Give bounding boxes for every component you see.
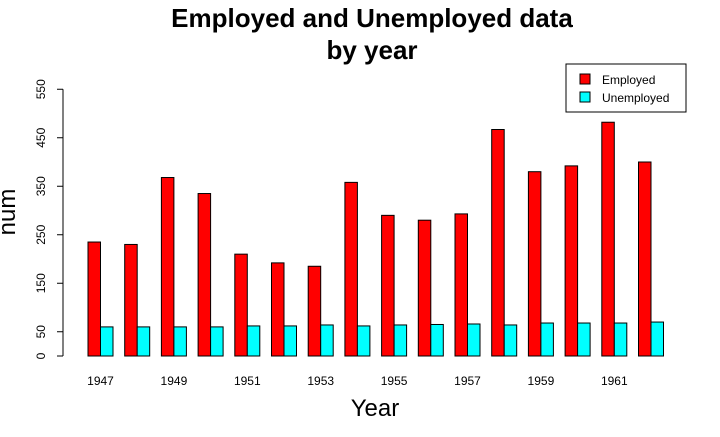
chart-title-line-1: Employed and Unemployed data (171, 3, 573, 33)
bar-employed-1948 (124, 243, 138, 357)
bars-group (87, 121, 664, 357)
bar-employed-1958 (491, 129, 505, 357)
y-tick-label-250: 250 (34, 224, 48, 244)
bar-unemployed-1956 (430, 323, 444, 357)
bar-unemployed-1948 (136, 326, 151, 357)
x-axis-label: Year (351, 395, 400, 422)
bar-unemployed-1952 (283, 325, 297, 357)
bar-employed-1947 (87, 241, 101, 357)
y-tick-label-0: 0 (34, 352, 48, 359)
bar-employed-1955 (381, 214, 395, 357)
x-tick-label-1947: 1947 (87, 374, 114, 388)
bar-unemployed-1960 (577, 322, 591, 357)
bar-unemployed-1950 (210, 326, 224, 357)
legend-swatch-unemployed (579, 91, 591, 103)
bar-employed-1954 (344, 181, 358, 357)
x-tick-label-1959: 1959 (528, 374, 555, 388)
legend: Employed Unemployed (565, 63, 687, 113)
x-axis-tick-labels: 1947 1949 1951 1953 1955 1957 1959 1961 (87, 374, 628, 388)
bar-unemployed-1954 (356, 325, 371, 357)
bar-employed-1962 (638, 161, 652, 357)
legend-label-employed: Employed (602, 73, 655, 87)
bar-unemployed-1955 (393, 324, 408, 357)
x-tick-label-1961: 1961 (601, 374, 628, 388)
y-tick-label-550: 550 (34, 79, 48, 99)
y-tick-label-150: 150 (34, 273, 48, 293)
bar-employed-1952 (271, 262, 285, 357)
bar-employed-1960 (564, 165, 579, 357)
x-tick-label-1951: 1951 (234, 374, 261, 388)
x-tick-label-1957: 1957 (454, 374, 481, 388)
x-tick-label-1953: 1953 (307, 374, 334, 388)
x-tick-label-1949: 1949 (161, 374, 188, 388)
bar-unemployed-1949 (173, 326, 187, 357)
bar-unemployed-1957 (467, 323, 481, 357)
bar-employed-1949 (160, 177, 175, 357)
bar-employed-1950 (197, 193, 212, 357)
y-tick-label-50: 50 (34, 325, 48, 339)
bar-unemployed-1953 (320, 324, 334, 357)
legend-label-unemployed: Unemployed (602, 91, 669, 105)
bar-employed-1959 (527, 171, 542, 357)
bar-employed-1957 (454, 213, 468, 357)
y-axis-label: num (0, 189, 21, 236)
bar-employed-1953 (307, 265, 322, 357)
bar-unemployed-1959 (540, 322, 554, 357)
bar-employed-1961 (601, 121, 615, 357)
y-axis: 0 50 150 250 350 450 550 (34, 79, 64, 359)
y-tick-label-450: 450 (34, 127, 48, 147)
bar-employed-1951 (234, 253, 248, 357)
bar-employed-1956 (417, 219, 432, 357)
legend-box (565, 63, 687, 113)
bar-unemployed-1958 (503, 324, 518, 357)
x-tick-label-1955: 1955 (381, 374, 408, 388)
bar-unemployed-1951 (246, 325, 261, 357)
chart-title-line-2: by year (326, 35, 417, 65)
legend-swatch-employed (579, 73, 591, 85)
bar-unemployed-1947 (100, 326, 114, 357)
bar-unemployed-1961 (613, 322, 628, 357)
y-tick-label-350: 350 (34, 176, 48, 196)
bar-unemployed-1962 (650, 321, 664, 357)
